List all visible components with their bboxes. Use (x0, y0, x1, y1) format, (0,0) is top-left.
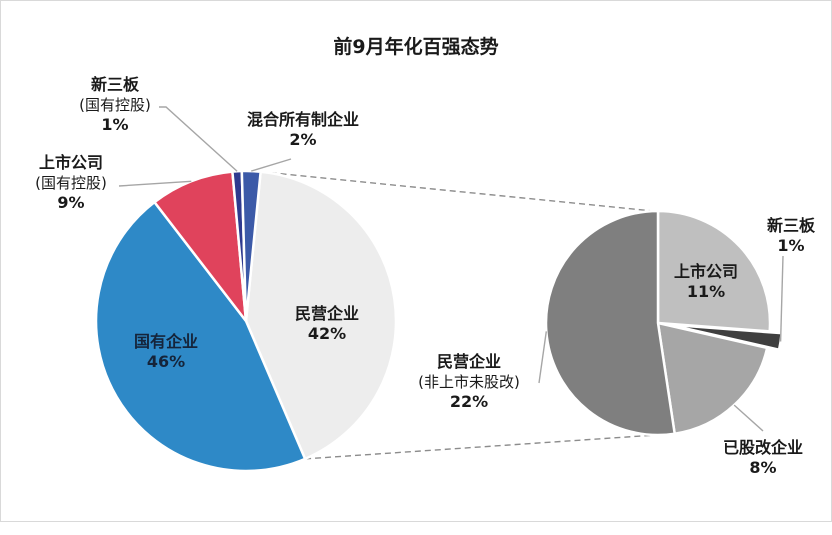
chart-canvas: 前9月年化百强态势 民营企业42%国有企业46%上市公司(国有控股)9%新三板(… (35, 35, 816, 477)
label-neeq-state-name: 新三板 (91, 75, 140, 94)
connector-line-top (260, 171, 654, 212)
pie-slice-state (94, 200, 307, 473)
pie-slice-restructured (656, 321, 769, 436)
connector-lines (260, 171, 657, 460)
leader-line-mixed (251, 158, 292, 172)
pie-slice-unrestructured (544, 209, 677, 437)
label-listed-state-value: 9% (57, 193, 84, 212)
breakdown-pie (544, 209, 783, 437)
leader-lines (118, 106, 784, 432)
pie-slice-listed_state (152, 170, 248, 326)
main-pie (94, 169, 398, 473)
label-state-name: 国有企业 (134, 332, 198, 351)
label-state-value: 46% (147, 352, 185, 371)
label-restructured-value: 8% (749, 458, 776, 477)
leader-line-neeq (779, 255, 784, 342)
label-unrestructured-name: 民营企业 (437, 352, 501, 371)
label-neeq-state-sub: (国有控股) (79, 96, 151, 114)
connector-line-bottom (305, 434, 657, 460)
label-neeq-value: 1% (777, 236, 804, 255)
leader-line-restructured (733, 404, 764, 432)
label-private-name: 民营企业 (295, 304, 359, 323)
pie-slice-private (244, 170, 398, 461)
label-listed-name: 上市公司 (674, 262, 738, 281)
leader-line-listed-state (118, 180, 192, 187)
pie-slice-mixed (240, 169, 263, 322)
label-listed-state-name: 上市公司 (39, 153, 103, 172)
label-listed-state-sub: (国有控股) (35, 174, 107, 192)
label-listed-value: 11% (687, 282, 725, 301)
label-mixed-value: 2% (289, 130, 316, 149)
label-restructured-name: 已股改企业 (723, 438, 803, 457)
leader-line-unrestructured (538, 331, 548, 384)
chart-frame: 前9月年化百强态势 民营企业 42% 国有企业 46% 上市公司 (国有控股) 9% 新三板(… (0, 0, 832, 522)
label-mixed-name: 混合所有制企业 (247, 110, 359, 129)
chart-title: 前9月年化百强态势 (333, 35, 498, 58)
pie-slice-listed (656, 209, 772, 333)
label-private-value: 42% (308, 324, 346, 343)
label-unrestructured-sub: (非上市未股改) (418, 373, 520, 391)
label-neeq-name: 新三板 (767, 216, 816, 235)
label-neeq-state-value: 1% (101, 115, 128, 134)
leader-line-neeq-state (159, 106, 238, 172)
label-unrestructured-value: 22% (450, 392, 488, 411)
